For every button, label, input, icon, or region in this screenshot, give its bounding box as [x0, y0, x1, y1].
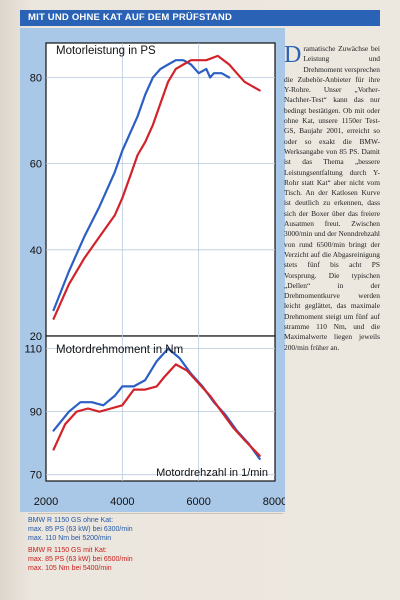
legend-mit-kat-title: BMW R 1150 GS mit Kat:	[28, 547, 107, 554]
x-axis-label: Motordrehzahl in 1/min	[156, 467, 268, 479]
legend-ohne-kat-power: max. 85 PS (63 kW) bei 6300/min	[28, 526, 133, 533]
power-series-ohne-kat	[52, 59, 231, 312]
divider	[28, 513, 283, 514]
torque-ytick-label: 110	[24, 344, 42, 356]
legend-ohne-kat-title: BMW R 1150 GS ohne Kat:	[28, 517, 114, 524]
power-ytick-label: 20	[30, 331, 42, 343]
torque-series-ohne-kat	[52, 347, 261, 460]
power-ytick-label: 60	[30, 159, 42, 171]
section-header: MIT UND OHNE KAT AUF DEM PRÜFSTAND	[20, 10, 380, 26]
xtick-label: 2000	[34, 496, 58, 508]
power-chart-title: Motorleistung in PS	[56, 45, 156, 57]
power-series-mit-kat	[52, 54, 261, 320]
power-plot-frame	[45, 42, 276, 337]
legend-mit-kat-torque: max. 105 Nm bei 5400/min	[28, 565, 112, 572]
legend-ohne-kat-torque: max. 110 Nm bei 5200/min	[28, 535, 112, 542]
power-ytick-label: 80	[30, 72, 42, 84]
legend-mit-kat-power: max. 85 PS (63 kW) bei 6500/min	[28, 556, 133, 563]
article-dropcap: D	[284, 42, 302, 68]
power-ytick-label: 40	[30, 245, 42, 257]
xtick-label: 4000	[110, 496, 134, 508]
xtick-label: 6000	[186, 496, 210, 508]
xtick-label: 8000	[263, 496, 285, 508]
article-body: ramatische Zuwächse bei Leistung und Dre…	[284, 44, 380, 352]
torque-ytick-label: 70	[30, 470, 42, 482]
legend-mit-kat: BMW R 1150 GS mit Kat: max. 85 PS (63 kW…	[28, 546, 288, 573]
torque-series-mit-kat	[52, 363, 261, 457]
torque-ytick-label: 90	[30, 407, 42, 419]
legend: BMW R 1150 GS ohne Kat: max. 85 PS (63 k…	[28, 516, 288, 573]
torque-chart-title: Motordrehmoment in Nm	[56, 344, 183, 356]
chart-area: 20 40 60 80 70 90 110 2000 4000 6000 8000 Motorlei…	[20, 28, 285, 512]
dyno-chart: 20 40 60 80 70 90 110 2000 4000 6000 8000 Motorlei…	[24, 42, 285, 508]
legend-ohne-kat: BMW R 1150 GS ohne Kat: max. 85 PS (63 k…	[28, 516, 288, 543]
